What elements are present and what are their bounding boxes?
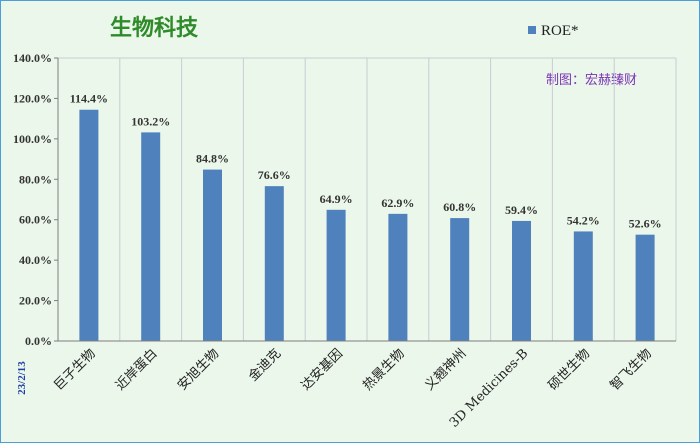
bar: [141, 132, 161, 341]
x-tick-label: 巨子生物: [51, 346, 98, 393]
y-tick-label: 20.0%: [19, 294, 52, 308]
y-tick-label: 0.0%: [25, 334, 52, 348]
data-label: 62.9%: [381, 196, 414, 210]
legend: ROE*: [528, 23, 579, 39]
data-label: 76.6%: [258, 168, 291, 182]
y-tick-label: 60.0%: [19, 213, 52, 227]
data-label: 59.4%: [505, 203, 538, 217]
bar: [512, 220, 531, 341]
y-tick-label: 100.0%: [13, 132, 52, 146]
x-tick-label: 金迪克: [245, 346, 284, 385]
data-label: 52.6%: [629, 217, 662, 231]
x-tick-label: 热景生物: [360, 346, 407, 393]
bars: [79, 109, 655, 342]
legend-label: ROE*: [541, 23, 579, 39]
x-tick-label: 近岸蛋白: [112, 346, 160, 394]
legend-swatch: [528, 26, 536, 34]
x-tick-label: 义翘神州: [422, 346, 469, 393]
y-tick-label: 80.0%: [19, 172, 52, 186]
bar: [203, 169, 222, 341]
chart-credit: 制图：宏赫臻财: [546, 73, 637, 88]
bar: [326, 209, 346, 341]
data-label: 103.2%: [131, 114, 170, 128]
data-label: 60.8%: [443, 200, 476, 214]
bar: [264, 186, 284, 341]
data-label: 64.9%: [320, 192, 353, 206]
data-label: 114.4%: [70, 92, 108, 106]
bar: [79, 109, 99, 342]
x-tick-label: 达安基因: [299, 346, 346, 393]
y-tick-label: 40.0%: [19, 253, 52, 267]
bar: [573, 231, 593, 341]
y-tick-label: 120.0%: [13, 91, 52, 105]
data-label: 84.8%: [196, 152, 229, 166]
y-axis: 0.0% 20.0% 40.0% 60.0% 80.0% 100.0% 120.0% 140.…: [13, 51, 59, 348]
bar: [635, 234, 655, 341]
data-label: 54.2%: [567, 213, 600, 227]
bar: [388, 213, 408, 341]
y-tick-label: 140.0%: [13, 51, 52, 65]
x-tick-label: 智飞生物: [608, 346, 655, 393]
date-label: 23/2/13: [16, 361, 28, 395]
x-tick-label: 安旭生物: [175, 346, 222, 393]
chart-title: 生物科技: [110, 15, 199, 41]
data-labels: 114.4% 103.2% 84.8% 76.6% 64.9% 62.9% 60.8% 59.…: [70, 92, 662, 231]
bar: [450, 218, 470, 341]
x-tick-label: 硕世生物: [546, 346, 593, 393]
